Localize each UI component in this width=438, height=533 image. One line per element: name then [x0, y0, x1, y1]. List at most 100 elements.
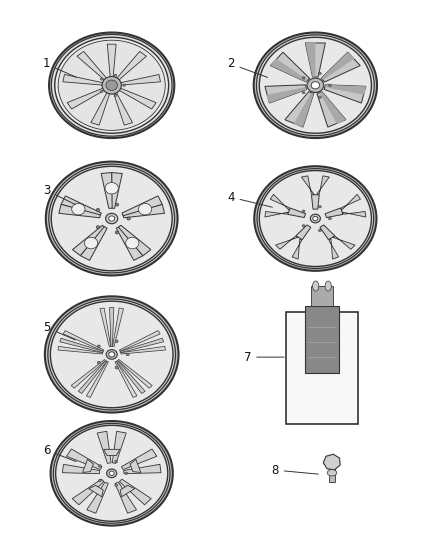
- Polygon shape: [265, 212, 288, 217]
- Ellipse shape: [254, 33, 377, 138]
- Ellipse shape: [302, 210, 305, 212]
- Polygon shape: [288, 208, 306, 217]
- Ellipse shape: [102, 76, 121, 94]
- Polygon shape: [276, 237, 298, 249]
- Polygon shape: [107, 44, 116, 79]
- Polygon shape: [120, 338, 164, 353]
- Polygon shape: [301, 176, 314, 195]
- Polygon shape: [86, 361, 108, 398]
- Ellipse shape: [126, 353, 129, 356]
- Ellipse shape: [302, 92, 305, 94]
- Polygon shape: [317, 92, 346, 127]
- Ellipse shape: [115, 460, 117, 463]
- Ellipse shape: [50, 301, 173, 408]
- Ellipse shape: [72, 204, 85, 215]
- Polygon shape: [97, 431, 111, 463]
- Polygon shape: [120, 486, 134, 497]
- Ellipse shape: [96, 208, 100, 212]
- Ellipse shape: [96, 225, 100, 229]
- Polygon shape: [321, 52, 355, 80]
- Polygon shape: [81, 227, 107, 260]
- Ellipse shape: [100, 78, 103, 80]
- Ellipse shape: [138, 204, 152, 215]
- Polygon shape: [58, 346, 102, 354]
- Bar: [311, 286, 333, 306]
- Polygon shape: [123, 204, 165, 218]
- Polygon shape: [311, 195, 319, 209]
- Ellipse shape: [257, 35, 374, 136]
- Polygon shape: [115, 361, 137, 398]
- Polygon shape: [100, 308, 111, 347]
- Ellipse shape: [318, 72, 321, 75]
- Polygon shape: [329, 238, 339, 259]
- Polygon shape: [266, 87, 307, 103]
- Polygon shape: [63, 330, 104, 351]
- Polygon shape: [113, 90, 133, 125]
- Text: 6: 6: [43, 444, 76, 462]
- Bar: [304, 306, 339, 373]
- Polygon shape: [62, 464, 100, 474]
- Ellipse shape: [302, 225, 305, 227]
- Polygon shape: [296, 225, 311, 240]
- Ellipse shape: [259, 37, 371, 133]
- Polygon shape: [325, 208, 343, 217]
- Ellipse shape: [127, 217, 130, 220]
- Ellipse shape: [106, 350, 117, 359]
- Polygon shape: [305, 43, 325, 77]
- Ellipse shape: [325, 281, 331, 291]
- Ellipse shape: [49, 164, 175, 273]
- Ellipse shape: [254, 166, 377, 271]
- Polygon shape: [320, 225, 335, 240]
- Polygon shape: [321, 52, 360, 82]
- Ellipse shape: [58, 40, 165, 131]
- Polygon shape: [343, 212, 366, 217]
- Polygon shape: [323, 454, 340, 470]
- Ellipse shape: [85, 237, 98, 249]
- Ellipse shape: [313, 281, 319, 291]
- Text: 2: 2: [227, 58, 268, 77]
- Ellipse shape: [49, 33, 174, 138]
- Polygon shape: [60, 338, 103, 353]
- Ellipse shape: [109, 352, 115, 357]
- Ellipse shape: [51, 166, 172, 271]
- Polygon shape: [270, 52, 310, 82]
- Polygon shape: [115, 51, 146, 82]
- Polygon shape: [305, 42, 315, 77]
- Ellipse shape: [109, 471, 114, 475]
- Polygon shape: [118, 359, 152, 388]
- Ellipse shape: [328, 217, 331, 220]
- Polygon shape: [117, 87, 156, 109]
- Polygon shape: [78, 360, 107, 393]
- Ellipse shape: [100, 91, 103, 93]
- Polygon shape: [124, 464, 161, 474]
- Ellipse shape: [125, 472, 127, 474]
- Polygon shape: [324, 85, 366, 103]
- Polygon shape: [325, 85, 366, 95]
- Polygon shape: [77, 51, 108, 82]
- Ellipse shape: [115, 231, 119, 234]
- Polygon shape: [320, 92, 346, 124]
- Polygon shape: [120, 330, 160, 351]
- Polygon shape: [67, 449, 102, 470]
- Polygon shape: [67, 87, 106, 109]
- Ellipse shape: [115, 340, 118, 343]
- Polygon shape: [122, 196, 162, 216]
- Polygon shape: [117, 360, 145, 393]
- Ellipse shape: [48, 299, 176, 410]
- Text: 8: 8: [272, 464, 318, 477]
- Ellipse shape: [328, 84, 331, 86]
- Ellipse shape: [99, 480, 101, 482]
- Ellipse shape: [259, 171, 371, 266]
- Polygon shape: [59, 204, 100, 218]
- Polygon shape: [333, 237, 355, 249]
- Polygon shape: [87, 482, 108, 513]
- Ellipse shape: [115, 366, 118, 369]
- Ellipse shape: [115, 484, 117, 487]
- Text: 7: 7: [244, 351, 284, 364]
- Polygon shape: [342, 195, 360, 210]
- Polygon shape: [113, 308, 124, 347]
- Ellipse shape: [50, 421, 173, 526]
- Text: 4: 4: [227, 191, 272, 207]
- Polygon shape: [110, 308, 114, 346]
- Polygon shape: [130, 459, 141, 472]
